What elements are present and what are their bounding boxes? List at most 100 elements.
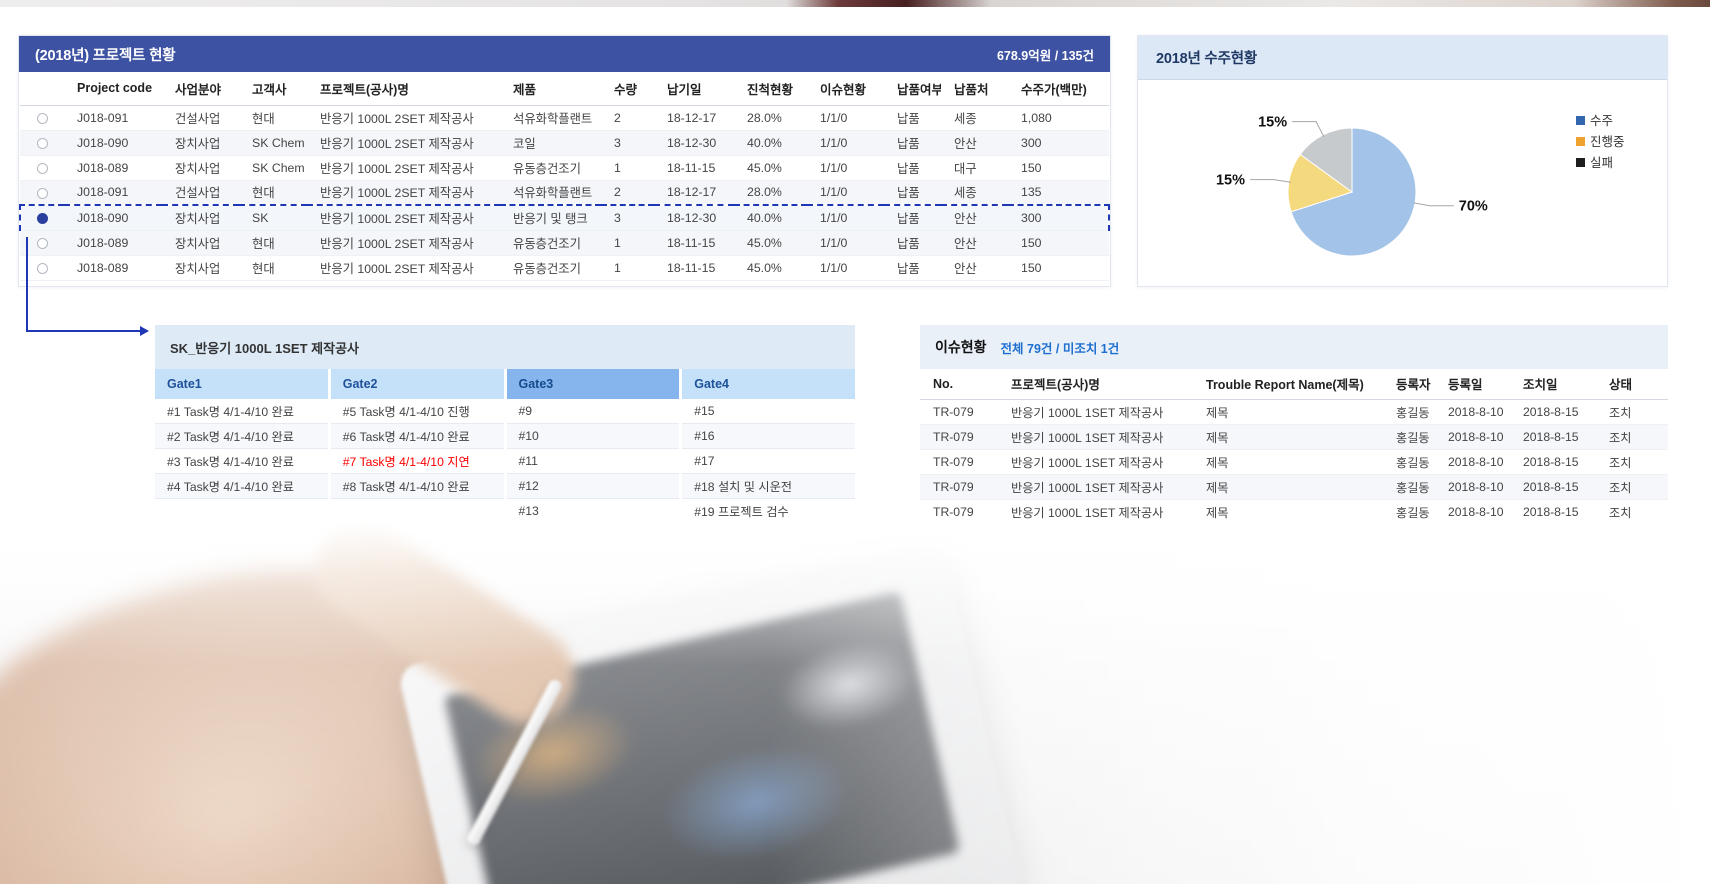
- gate1-task-cell: #1 Task명 4/1-4/10 완료: [155, 399, 328, 424]
- background-photo: [0, 520, 1710, 884]
- row-radio[interactable]: [36, 262, 48, 274]
- cell-delivery: 납품: [884, 155, 941, 181]
- gate2-task-cell: #6 Task명 4/1-4/10 완료: [330, 424, 504, 449]
- cell-action-date: 2018-8-15: [1510, 449, 1596, 475]
- cell-customer: 현대: [239, 105, 307, 131]
- cell-issue-project: 반응기 1000L 1SET 제작공사: [998, 474, 1193, 500]
- cell-progress: 28.0%: [734, 180, 807, 206]
- issues-panel: 이슈현황 전체 79건 / 미조치 1건 No. 프로젝트(공사)명 Troub…: [920, 325, 1668, 553]
- cell-issue-status: 1/1/0: [807, 105, 884, 131]
- col-customer: 고객사: [239, 72, 307, 106]
- cell-issue-project: 반응기 1000L 1SET 제작공사: [998, 399, 1193, 425]
- cell-progress: 45.0%: [734, 155, 807, 181]
- cell-project-code: J018-090: [64, 130, 162, 156]
- row-radio[interactable]: [36, 137, 48, 149]
- cell-order-amount: 135: [1008, 180, 1109, 206]
- cell-due-date: 18-12-30: [654, 204, 734, 231]
- pie-callout-line: [1250, 179, 1291, 183]
- gate2-task-cell: #5 Task명 4/1-4/10 진행: [330, 399, 504, 424]
- cell-progress: 40.0%: [734, 204, 807, 231]
- gate1-task-cell: #3 Task명 4/1-4/10 완료: [155, 449, 328, 474]
- cell-business-division: 장치사업: [162, 155, 239, 181]
- order-status-panel: 2018년 수주현황 70% 15% 15% 수주 진행중 실패: [1137, 35, 1668, 287]
- cell-quantity: 2: [601, 105, 654, 131]
- cell-product: 유동층건조기: [500, 155, 601, 181]
- col-issue-no: No.: [920, 369, 998, 400]
- cell-delivery: 납품: [884, 130, 941, 156]
- legend-label-수주: 수주: [1590, 114, 1613, 128]
- cell-delivery: 납품: [884, 230, 941, 256]
- gate-column-header: Gate2: [330, 369, 504, 399]
- cell-status: 조치: [1596, 399, 1668, 425]
- col-business-division: 사업분야: [162, 72, 239, 106]
- cell-progress: 45.0%: [734, 230, 807, 256]
- cell-due-date: 18-11-15: [654, 155, 734, 181]
- order-panel-header: 2018년 수주현황: [1138, 36, 1667, 80]
- issues-table-row[interactable]: TR-079 반응기 1000L 1SET 제작공사 제목 홍길동 2018-8…: [920, 424, 1668, 450]
- cell-registrant: 홍길동: [1383, 474, 1435, 500]
- cell-reg-date: 2018-8-10: [1435, 449, 1510, 475]
- row-radio[interactable]: [37, 213, 48, 224]
- gate3-task-cell: #11: [506, 449, 680, 474]
- col-due-date: 납기일: [654, 72, 734, 106]
- col-issue-status: 이슈현황: [807, 72, 884, 106]
- cell-business-division: 건설사업: [162, 180, 239, 206]
- project-table-row[interactable]: J018-089 장치사업 현대 반응기 1000L 2SET 제작공사 유동층…: [20, 255, 1109, 281]
- pie-callout-line: [1413, 202, 1454, 207]
- cell-customer: SK Chem: [239, 130, 307, 156]
- cell-status: 조치: [1596, 424, 1668, 450]
- cell-issue-project: 반응기 1000L 1SET 제작공사: [998, 424, 1193, 450]
- row-radio[interactable]: [36, 237, 48, 249]
- project-table-row[interactable]: J018-089 장치사업 SK Chem 반응기 1000L 2SET 제작공…: [20, 155, 1109, 181]
- row-radio[interactable]: [36, 112, 48, 124]
- cell-quantity: 3: [601, 130, 654, 156]
- project-panel-summary: 678.9억원 / 135건: [996, 48, 1094, 63]
- gates-table-row: #2 Task명 4/1-4/10 완료 #6 Task명 4/1-4/10 완…: [155, 424, 855, 449]
- cell-order-amount: 1,080: [1008, 105, 1109, 131]
- cell-project-code: J018-089: [64, 155, 162, 181]
- cell-action-date: 2018-8-15: [1510, 474, 1596, 500]
- pie-value-label: 70%: [1459, 199, 1488, 215]
- project-panel-title: (2018년) 프로젝트 현황: [35, 47, 176, 64]
- col-destination: 납품처: [941, 72, 1008, 106]
- cell-due-date: 18-12-30: [654, 130, 734, 156]
- cell-product: 유동층건조기: [500, 255, 601, 281]
- col-delivery: 납품여부: [884, 72, 941, 106]
- cell-order-amount: 150: [1008, 230, 1109, 256]
- project-table-row[interactable]: J018-090 장치사업 SK Chem 반응기 1000L 2SET 제작공…: [20, 130, 1109, 156]
- project-table-row[interactable]: J018-091 건설사업 현대 반응기 1000L 2SET 제작공사 석유화…: [20, 105, 1109, 131]
- cell-progress: 45.0%: [734, 255, 807, 281]
- cell-customer: SK: [239, 204, 307, 231]
- gates-table-row: #3 Task명 4/1-4/10 완료 #7 Task명 4/1-4/10 지…: [155, 449, 855, 474]
- project-table-row[interactable]: J018-090 장치사업 SK 반응기 1000L 2SET 제작공사 반응기…: [19, 204, 1110, 231]
- cell-project-name: 반응기 1000L 2SET 제작공사: [307, 105, 500, 131]
- project-status-panel: (2018년) 프로젝트 현황 678.9억원 / 135건 Project c…: [18, 35, 1111, 287]
- cell-destination: 안산: [941, 204, 1008, 231]
- cell-status: 조치: [1596, 449, 1668, 475]
- project-table-row[interactable]: J018-089 장치사업 현대 반응기 1000L 2SET 제작공사 유동층…: [20, 230, 1109, 256]
- issues-table-row[interactable]: TR-079 반응기 1000L 1SET 제작공사 제목 홍길동 2018-8…: [920, 449, 1668, 475]
- pie-callout-line: [1292, 121, 1325, 138]
- cell-progress: 28.0%: [734, 105, 807, 131]
- cell-order-amount: 300: [1008, 130, 1109, 156]
- cell-project-code: J018-089: [64, 255, 162, 281]
- photo-fade-overlay: [0, 520, 1710, 884]
- cell-issue-no: TR-079: [920, 424, 998, 450]
- gates-table-row: #1 Task명 4/1-4/10 완료 #5 Task명 4/1-4/10 진…: [155, 399, 855, 424]
- row-radio[interactable]: [36, 162, 48, 174]
- issues-table-row[interactable]: TR-079 반응기 1000L 1SET 제작공사 제목 홍길동 2018-8…: [920, 474, 1668, 500]
- cell-action-date: 2018-8-15: [1510, 399, 1596, 425]
- col-status: 상태: [1596, 369, 1668, 400]
- cell-delivery: 납품: [884, 204, 941, 231]
- cell-delivery: 납품: [884, 255, 941, 281]
- cell-due-date: 18-12-17: [654, 180, 734, 206]
- project-table-row[interactable]: J018-091 건설사업 현대 반응기 1000L 2SET 제작공사 석유화…: [20, 180, 1109, 206]
- cell-issue-no: TR-079: [920, 474, 998, 500]
- cell-issue-status: 1/1/0: [807, 180, 884, 206]
- cell-project-code: J018-091: [64, 105, 162, 131]
- issues-table-row[interactable]: TR-079 반응기 1000L 1SET 제작공사 제목 홍길동 2018-8…: [920, 399, 1668, 425]
- pie-value-label: 15%: [1258, 115, 1287, 131]
- gate2-task-cell: #7 Task명 4/1-4/10 지연: [330, 449, 504, 474]
- row-radio[interactable]: [36, 187, 48, 199]
